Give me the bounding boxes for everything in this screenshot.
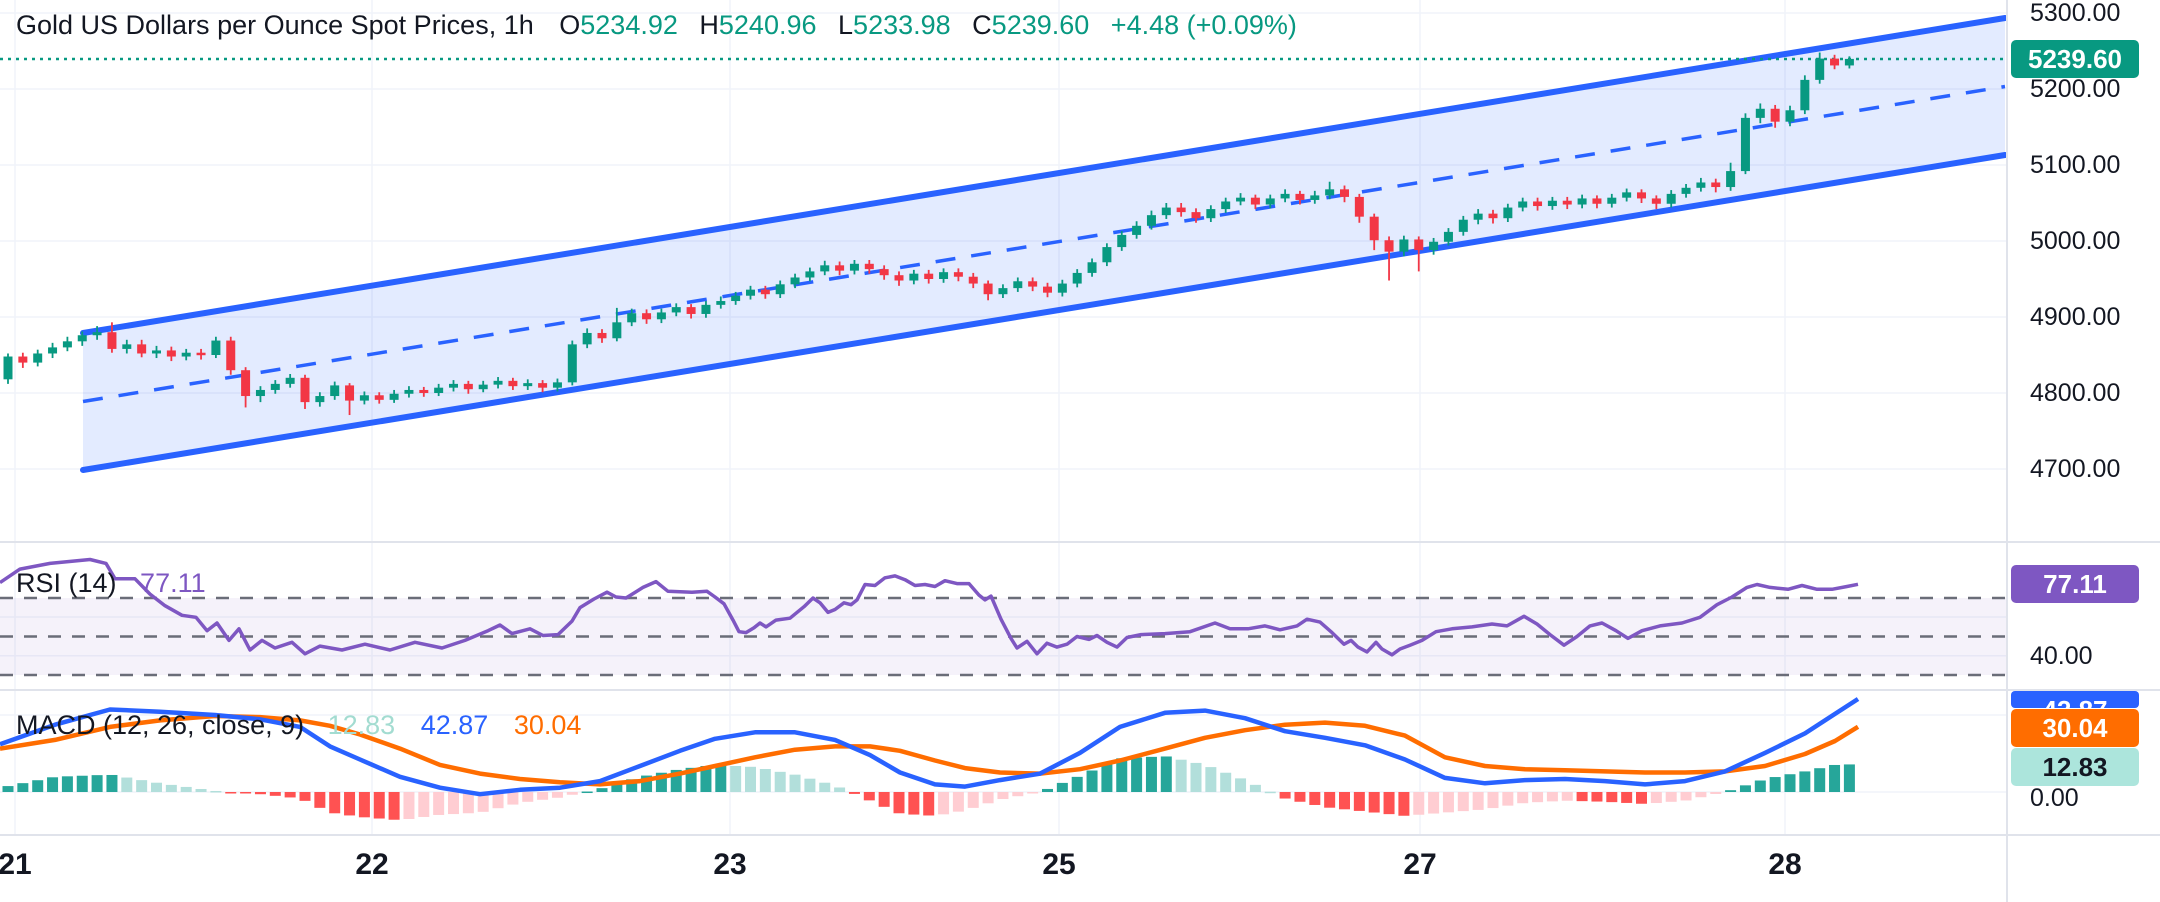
rsi-value-badge: 77.11 — [2011, 565, 2139, 603]
price-tick-label: 5000.00 — [2030, 227, 2121, 255]
close-value: 5239.60 — [991, 10, 1090, 40]
high-value: 5240.96 — [718, 10, 817, 40]
time-axis[interactable]: 21 22 23 25 27 28 — [0, 836, 2160, 902]
low-value: 5233.98 — [853, 10, 951, 40]
time-tick-label: 21 — [0, 848, 32, 881]
price-tick-label: 5100.00 — [2030, 151, 2121, 179]
macd-line-badge: 42.87 — [2011, 691, 2139, 708]
high-label: H — [699, 10, 719, 40]
time-tick-label: 27 — [1403, 848, 1437, 881]
rsi-axis-tick: 40.00 — [2030, 642, 2093, 670]
price-tick-label: 5300.00 — [2030, 0, 2121, 27]
macd-signal-badge: 30.04 — [2011, 709, 2139, 747]
macd-hist-badge: 12.83 — [2011, 748, 2139, 786]
price-tick-label: 4800.00 — [2030, 379, 2121, 407]
low-label: L — [838, 10, 854, 40]
time-tick-label: 23 — [713, 848, 747, 881]
price-tick-label: 5200.00 — [2030, 75, 2121, 103]
macd-legend: MACD (12, 26, close, 9) 12.83 42.87 30.0… — [16, 710, 581, 741]
rsi-value: 77.11 — [140, 568, 206, 598]
time-tick-label: 22 — [355, 848, 389, 881]
open-label: O — [559, 10, 581, 40]
close-label: C — [972, 10, 992, 40]
symbol-legend: Gold US Dollars per Ounce Spot Prices, 1… — [16, 10, 1311, 41]
price-tick-label: 4700.00 — [2030, 455, 2121, 483]
price-axis[interactable]: 5300.00 5200.00 5100.00 5000.00 4900.00 4800.… — [2008, 0, 2160, 835]
time-tick-label: 28 — [1768, 848, 1802, 881]
rsi-legend: RSI (14) 77.11 — [16, 568, 206, 599]
macd-line-value: 42.87 — [420, 710, 489, 740]
macd-hist-value: 12.83 — [327, 710, 396, 740]
macd-signal-value: 30.04 — [513, 710, 582, 740]
macd-axis-tick: 0.00 — [2030, 784, 2079, 812]
open-value: 5234.92 — [580, 10, 678, 40]
macd-label[interactable]: MACD (12, 26, close, 9) — [16, 710, 305, 740]
time-tick-label: 25 — [1042, 848, 1076, 881]
symbol-title[interactable]: Gold US Dollars per Ounce Spot Prices, 1… — [16, 10, 534, 40]
last-price-badge: 5239.60 — [2011, 40, 2139, 78]
change-value: +4.48 (+0.09%) — [1110, 10, 1297, 40]
rsi-label[interactable]: RSI (14) — [16, 568, 117, 598]
price-tick-label: 4900.00 — [2030, 303, 2121, 331]
